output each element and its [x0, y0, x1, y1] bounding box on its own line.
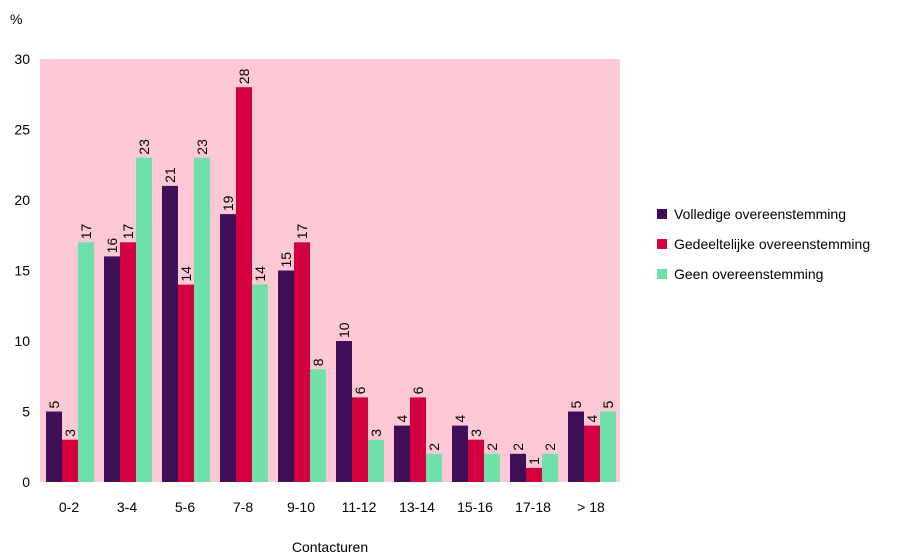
y-tick-label: 15 [14, 263, 30, 279]
bar [426, 453, 442, 482]
data-label: 21 [162, 167, 178, 183]
bar [294, 242, 310, 482]
y-tick-label: 5 [22, 404, 30, 420]
legend-swatch [657, 239, 667, 249]
data-label: 14 [252, 266, 268, 282]
data-label: 4 [452, 415, 468, 423]
bar [162, 185, 178, 482]
x-tick-label: > 18 [577, 499, 605, 515]
bar [194, 157, 210, 482]
bar [510, 453, 526, 482]
data-label: 28 [236, 68, 252, 84]
bar [452, 425, 468, 482]
bar [252, 284, 268, 482]
y-tick-label: 25 [14, 122, 30, 138]
x-tick-label: 5-6 [175, 499, 195, 515]
data-label: 16 [104, 238, 120, 254]
bar [542, 453, 558, 482]
bar [410, 397, 426, 482]
legend-swatch [657, 269, 667, 279]
data-label: 17 [78, 224, 94, 240]
x-tick-label: 3-4 [117, 499, 137, 515]
bar [468, 439, 484, 482]
x-tick-label: 0-2 [59, 499, 79, 515]
data-label: 23 [136, 139, 152, 155]
data-label: 4 [584, 415, 600, 423]
data-label: 14 [178, 266, 194, 282]
y-tick-label: 30 [14, 51, 30, 67]
data-label: 6 [410, 386, 426, 394]
bar [236, 87, 252, 482]
data-label: 3 [368, 429, 384, 437]
bar [310, 369, 326, 482]
bar [62, 439, 78, 482]
data-label: 8 [310, 358, 326, 366]
data-label: 17 [294, 224, 310, 240]
x-tick-label: 7-8 [233, 499, 253, 515]
data-label: 2 [484, 443, 500, 451]
bar [600, 411, 616, 482]
bar [368, 439, 384, 482]
legend-label: Volledige overeenstemming [674, 206, 846, 222]
data-label: 2 [510, 443, 526, 451]
bar [220, 214, 236, 482]
data-label: 4 [394, 415, 410, 423]
x-tick-label: 11-12 [342, 499, 377, 515]
x-axis-ticks: 0-2 3-4 5-6 7-8 9-10 11-12 13-14 15-16 17-18 > 18 [59, 499, 605, 515]
y-axis-ticks: 0 5 10 15 20 25 30 [14, 51, 30, 490]
bar [104, 256, 120, 482]
bar [568, 411, 584, 482]
y-tick-label: 20 [14, 192, 30, 208]
data-label: 3 [62, 429, 78, 437]
data-label: 5 [600, 401, 616, 409]
y-tick-label: 0 [22, 474, 30, 490]
bar [120, 242, 136, 482]
bar [352, 397, 368, 482]
bar [46, 411, 62, 482]
legend-label: Geen overeenstemming [674, 266, 823, 282]
x-tick-label: 13-14 [399, 499, 435, 515]
data-label: 5 [46, 401, 62, 409]
data-label: 5 [568, 401, 584, 409]
x-tick-label: 17-18 [515, 499, 551, 515]
bar [278, 270, 294, 482]
data-label: 23 [194, 139, 210, 155]
data-label: 3 [468, 429, 484, 437]
bar [136, 157, 152, 482]
data-label: 6 [352, 386, 368, 394]
legend: Volledige overeenstemming Gedeeltelijke o… [657, 206, 870, 282]
legend-label: Gedeeltelijke overeenstemming [674, 236, 870, 252]
data-label: 15 [278, 252, 294, 268]
data-label: 2 [426, 443, 442, 451]
x-tick-label: 15-16 [457, 499, 493, 515]
bars [46, 87, 616, 482]
bar [394, 425, 410, 482]
x-tick-label: 9-10 [287, 499, 315, 515]
legend-swatch [657, 209, 667, 219]
bar [178, 284, 194, 482]
bar [484, 453, 500, 482]
bar [336, 341, 352, 482]
bar [526, 467, 542, 482]
data-label: 1 [526, 457, 542, 465]
data-label: 10 [336, 322, 352, 338]
data-label: 2 [542, 443, 558, 451]
x-axis-label: Contacturen [292, 539, 368, 555]
data-label: 17 [120, 224, 136, 240]
bar [584, 425, 600, 482]
bar [78, 242, 94, 482]
y-axis-label: % [10, 11, 22, 27]
y-tick-label: 10 [14, 333, 30, 349]
data-label: 19 [220, 195, 236, 211]
